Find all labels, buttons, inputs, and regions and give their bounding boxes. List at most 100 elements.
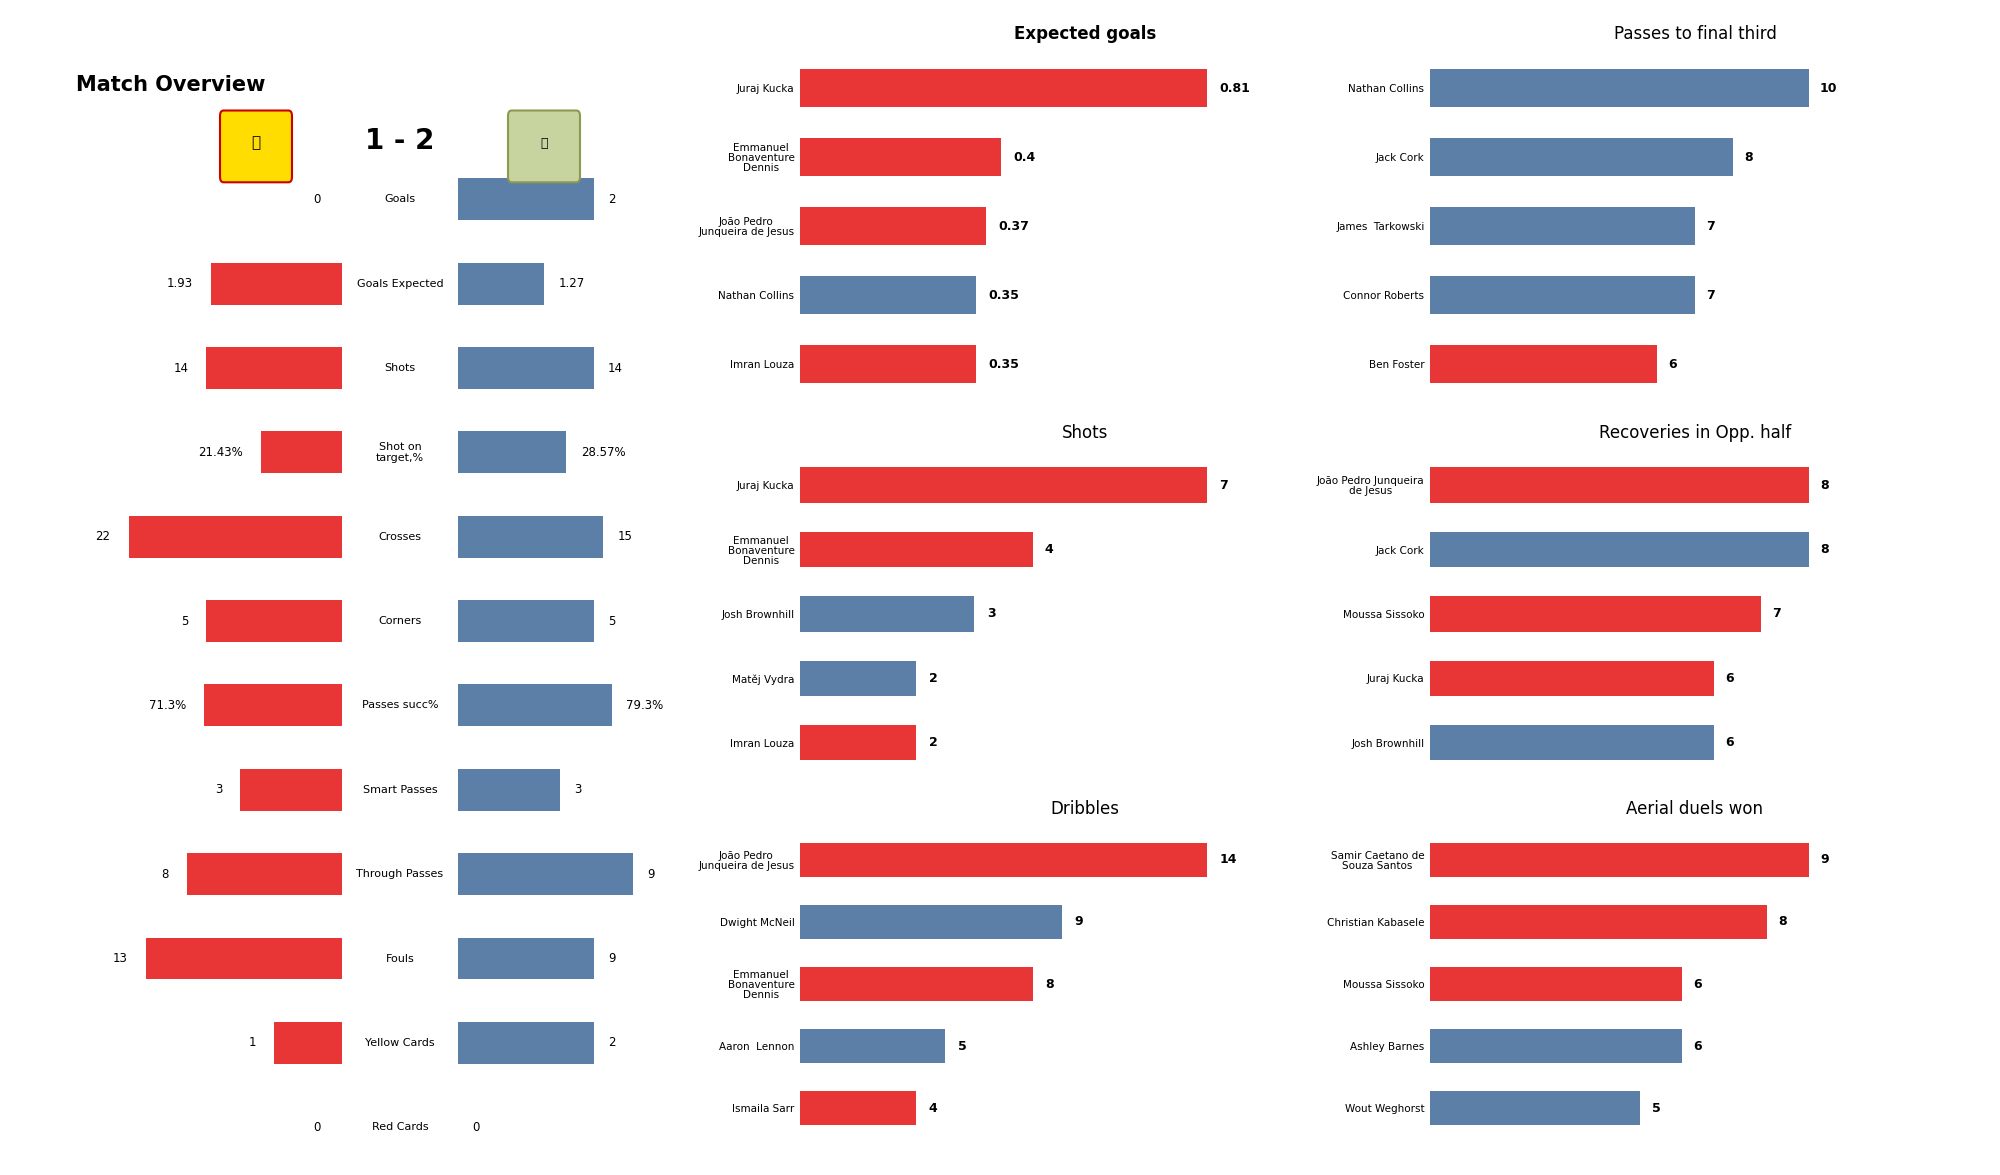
Bar [800, 69, 1208, 107]
Text: 1: 1 [248, 1036, 256, 1049]
Text: 0.35: 0.35 [988, 289, 1020, 302]
Text: 9: 9 [1820, 853, 1828, 866]
Bar [260, 431, 342, 474]
Text: Passes succ%: Passes succ% [362, 700, 438, 711]
Text: 6: 6 [1668, 357, 1678, 370]
Bar [458, 516, 604, 558]
Text: 2: 2 [608, 193, 616, 206]
Text: 0: 0 [314, 193, 320, 206]
Text: Goals: Goals [384, 194, 416, 204]
Bar [458, 938, 594, 980]
Text: Corners: Corners [378, 616, 422, 626]
Text: 4: 4 [1044, 543, 1054, 556]
Bar [146, 938, 342, 980]
Text: Match Overview: Match Overview [76, 75, 266, 95]
Text: 2: 2 [928, 672, 938, 685]
Bar [1430, 69, 1808, 107]
Text: 71.3%: 71.3% [148, 699, 186, 712]
Bar [800, 532, 1032, 568]
Text: 8: 8 [1044, 978, 1054, 991]
Bar [458, 179, 594, 221]
Text: 6: 6 [1726, 672, 1734, 685]
Text: 79.3%: 79.3% [626, 699, 664, 712]
Bar [206, 600, 342, 642]
Text: 6: 6 [1694, 1040, 1702, 1053]
Text: 🐝: 🐝 [252, 135, 260, 150]
Text: 0: 0 [472, 1121, 480, 1134]
Text: ⚽: ⚽ [540, 136, 548, 149]
Bar [1430, 905, 1766, 939]
Title: Dribbles: Dribbles [1050, 800, 1120, 818]
Bar [186, 853, 342, 895]
Text: 0.81: 0.81 [1220, 82, 1250, 95]
Bar [800, 468, 1208, 503]
Bar [458, 431, 566, 474]
Text: 8: 8 [162, 867, 168, 881]
Title: Aerial duels won: Aerial duels won [1626, 800, 1764, 818]
Text: Goals Expected: Goals Expected [356, 278, 444, 289]
Text: Red Cards: Red Cards [372, 1122, 428, 1133]
Bar [212, 263, 342, 304]
FancyBboxPatch shape [508, 110, 580, 182]
Text: 1 - 2: 1 - 2 [366, 127, 434, 155]
Bar [274, 1022, 342, 1063]
FancyBboxPatch shape [220, 110, 292, 182]
Bar [1430, 276, 1696, 314]
Text: 8: 8 [1820, 478, 1828, 491]
Text: Shot on
target,%: Shot on target,% [376, 442, 424, 463]
Text: 7: 7 [1706, 220, 1716, 233]
Text: 1.93: 1.93 [166, 277, 194, 290]
Text: 1.27: 1.27 [558, 277, 584, 290]
Text: 8: 8 [1778, 915, 1786, 928]
Bar [1430, 1029, 1682, 1063]
Bar [1430, 967, 1682, 1001]
Text: Through Passes: Through Passes [356, 870, 444, 879]
Bar [128, 516, 342, 558]
Bar [1430, 207, 1696, 246]
Text: 3: 3 [214, 784, 222, 797]
Text: 0: 0 [314, 1121, 320, 1134]
Bar [240, 768, 342, 811]
Text: 4: 4 [928, 1102, 938, 1115]
Bar [1430, 596, 1762, 632]
Bar [800, 967, 1032, 1001]
Bar [800, 1029, 946, 1063]
Text: 5: 5 [608, 615, 616, 627]
Bar [458, 768, 560, 811]
Text: 5: 5 [1652, 1102, 1660, 1115]
Bar [1430, 139, 1732, 176]
Bar [206, 347, 342, 389]
Bar [800, 842, 1208, 877]
Text: Yellow Cards: Yellow Cards [366, 1038, 434, 1048]
Text: 14: 14 [174, 362, 188, 375]
Text: 9: 9 [608, 952, 616, 965]
Text: 21.43%: 21.43% [198, 446, 242, 459]
Text: 7: 7 [1706, 289, 1716, 302]
Text: 7: 7 [1772, 607, 1782, 620]
Bar [1430, 725, 1714, 760]
Text: 6: 6 [1694, 978, 1702, 991]
Text: 8: 8 [1744, 150, 1752, 163]
Bar [800, 725, 916, 760]
Bar [800, 276, 976, 314]
Text: Crosses: Crosses [378, 532, 422, 542]
Text: 14: 14 [1220, 853, 1236, 866]
Text: 9: 9 [1074, 915, 1082, 928]
Bar [800, 139, 1002, 176]
Bar [800, 905, 1062, 939]
Text: 3: 3 [986, 607, 996, 620]
Bar [458, 685, 612, 726]
Title: Expected goals: Expected goals [1014, 25, 1156, 42]
Text: 2: 2 [608, 1036, 616, 1049]
Text: 7: 7 [1220, 478, 1228, 491]
Title: Recoveries in Opp. half: Recoveries in Opp. half [1598, 424, 1792, 442]
Bar [458, 263, 544, 304]
Text: Shots: Shots [384, 363, 416, 374]
Text: Smart Passes: Smart Passes [362, 785, 438, 794]
Bar [800, 1092, 916, 1126]
Bar [800, 596, 974, 632]
Text: 13: 13 [112, 952, 128, 965]
Bar [1430, 532, 1808, 568]
Bar [1430, 842, 1808, 877]
Text: 5: 5 [958, 1040, 966, 1053]
